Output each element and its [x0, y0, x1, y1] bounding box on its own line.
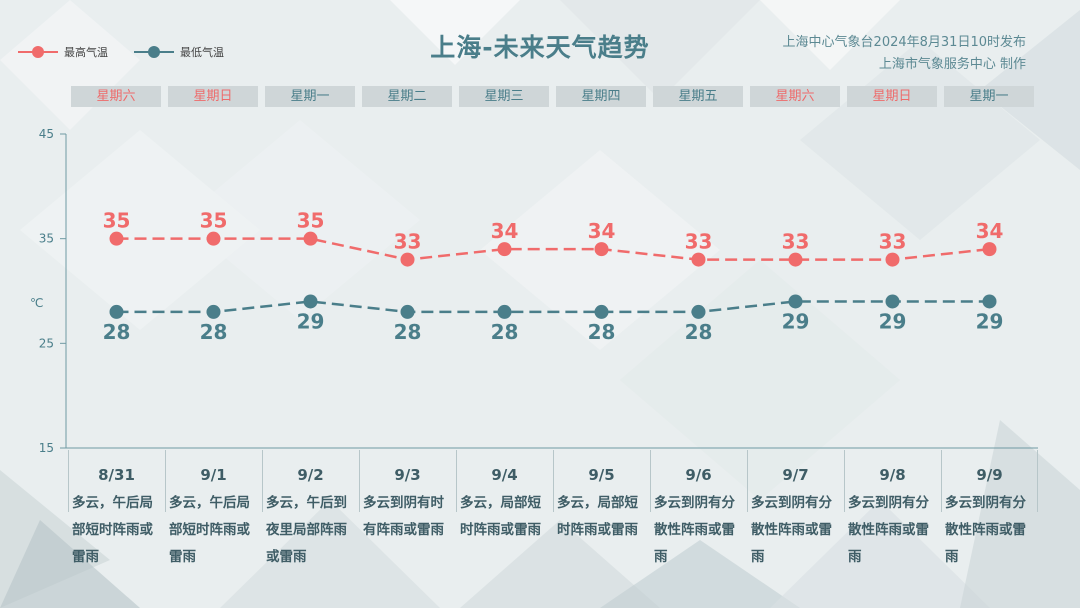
low-temp-label: 28	[103, 320, 131, 344]
day-weather-desc: 多云，局部短时阵雨或雷雨	[460, 495, 541, 538]
low-temp-label: 28	[394, 320, 422, 344]
high-temp-label: 34	[588, 219, 616, 243]
weekday-label: 星期三	[459, 86, 549, 107]
low-temp-point	[885, 294, 900, 309]
day-cell	[68, 450, 165, 512]
weekday-label: 星期二	[362, 86, 452, 107]
day-date: 9/6	[685, 466, 712, 484]
legend-low-marker	[134, 45, 174, 59]
low-temp-label: 29	[879, 309, 907, 333]
y-axis-label: ℃	[30, 296, 44, 310]
day-date: 8/31	[98, 466, 135, 484]
day-date: 9/7	[782, 466, 809, 484]
high-temp-point	[594, 242, 609, 257]
high-temp-point	[691, 252, 706, 267]
low-temp-label: 28	[685, 320, 713, 344]
weekday-label: 星期日	[847, 86, 937, 107]
low-temp-point	[594, 304, 609, 319]
high-temp-point	[788, 252, 803, 267]
legend-low: 最低气温	[134, 44, 224, 60]
low-temp-line	[116, 300, 990, 314]
high-temp-point	[206, 231, 221, 246]
high-temp-point	[497, 242, 512, 257]
y-tick-label: 25	[39, 336, 54, 350]
low-temp-label: 28	[491, 320, 519, 344]
high-temp-label: 34	[491, 219, 519, 243]
legend-high-label: 最高气温	[64, 46, 108, 59]
day-cell	[165, 450, 262, 512]
day-weather-desc: 多云，局部短时阵雨或雷雨	[557, 495, 638, 538]
weekday-label: 星期日	[168, 86, 258, 107]
day-cell	[747, 450, 844, 512]
high-temp-label: 35	[200, 209, 228, 233]
chart-title: 上海-未来天气趋势	[430, 33, 650, 62]
high-temp-point	[885, 252, 900, 267]
high-temp-point	[982, 242, 997, 257]
day-cell	[456, 450, 553, 512]
day-cell	[650, 450, 747, 512]
day-cell	[359, 450, 456, 512]
day-date: 9/9	[976, 466, 1003, 484]
weekday-label: 星期五	[653, 86, 743, 107]
low-temp-point	[400, 304, 415, 319]
low-temp-label: 29	[297, 309, 325, 333]
day-date: 9/5	[588, 466, 615, 484]
source-producer: 上海市气象服务中心 制作	[878, 57, 1026, 72]
day-weather-desc: 多云，午后局部短时阵雨或雷雨	[169, 495, 250, 565]
day-weather-desc: 多云到阴有时有阵雨或雷雨	[363, 495, 444, 538]
day-cell	[553, 450, 650, 512]
day-weather-desc: 多云，午后局部短时阵雨或雷雨	[72, 495, 153, 565]
low-temp-point	[691, 304, 706, 319]
low-temp-label: 28	[588, 320, 616, 344]
weekday-label: 星期六	[71, 86, 161, 107]
weekday-label: 星期六	[750, 86, 840, 107]
low-temp-label: 28	[200, 320, 228, 344]
day-weather-desc: 多云到阴有分散性阵雨或雷雨	[945, 495, 1026, 565]
legend-high: 最高气温	[18, 44, 108, 60]
day-weather-desc: 多云到阴有分散性阵雨或雷雨	[848, 495, 929, 565]
low-temp-point	[109, 304, 124, 319]
day-weather-desc: 多云到阴有分散性阵雨或雷雨	[654, 495, 735, 565]
high-temp-point	[109, 231, 124, 246]
weekday-label: 星期一	[944, 86, 1034, 107]
day-date: 9/3	[394, 466, 421, 484]
high-temp-label: 33	[782, 230, 810, 254]
y-tick-label: 35	[39, 232, 54, 246]
legend-low-label: 最低气温	[180, 46, 224, 59]
y-tick-label: 45	[39, 127, 54, 141]
low-temp-point	[303, 294, 318, 309]
high-temp-point	[400, 252, 415, 267]
high-temp-label: 33	[685, 230, 713, 254]
day-weather-desc: 多云到阴有分散性阵雨或雷雨	[751, 495, 832, 565]
day-cell	[844, 450, 941, 512]
day-date: 9/4	[491, 466, 518, 484]
low-temp-point	[788, 294, 803, 309]
source-issuer: 上海中心气象台2024年8月31日10时发布	[782, 35, 1026, 50]
low-temp-point	[497, 304, 512, 319]
high-temp-label: 35	[297, 209, 325, 233]
high-temp-line	[116, 237, 990, 261]
high-temp-label: 33	[394, 230, 422, 254]
high-temp-point	[303, 231, 318, 246]
day-date: 9/2	[297, 466, 324, 484]
y-tick-label: 15	[39, 441, 54, 455]
low-temp-label: 29	[976, 309, 1004, 333]
legend-high-marker	[18, 45, 58, 59]
day-cell	[262, 450, 359, 512]
high-temp-label: 35	[103, 209, 131, 233]
low-temp-label: 29	[782, 309, 810, 333]
high-temp-label: 34	[976, 219, 1004, 243]
day-cell	[941, 450, 1038, 512]
day-date: 9/1	[200, 466, 227, 484]
high-temp-label: 33	[879, 230, 907, 254]
low-temp-point	[982, 294, 997, 309]
weekday-label: 星期四	[556, 86, 646, 107]
weekday-label: 星期一	[265, 86, 355, 107]
day-weather-desc: 多云，午后到夜里局部阵雨或雷雨	[266, 495, 347, 565]
low-temp-point	[206, 304, 221, 319]
day-date: 9/8	[879, 466, 906, 484]
